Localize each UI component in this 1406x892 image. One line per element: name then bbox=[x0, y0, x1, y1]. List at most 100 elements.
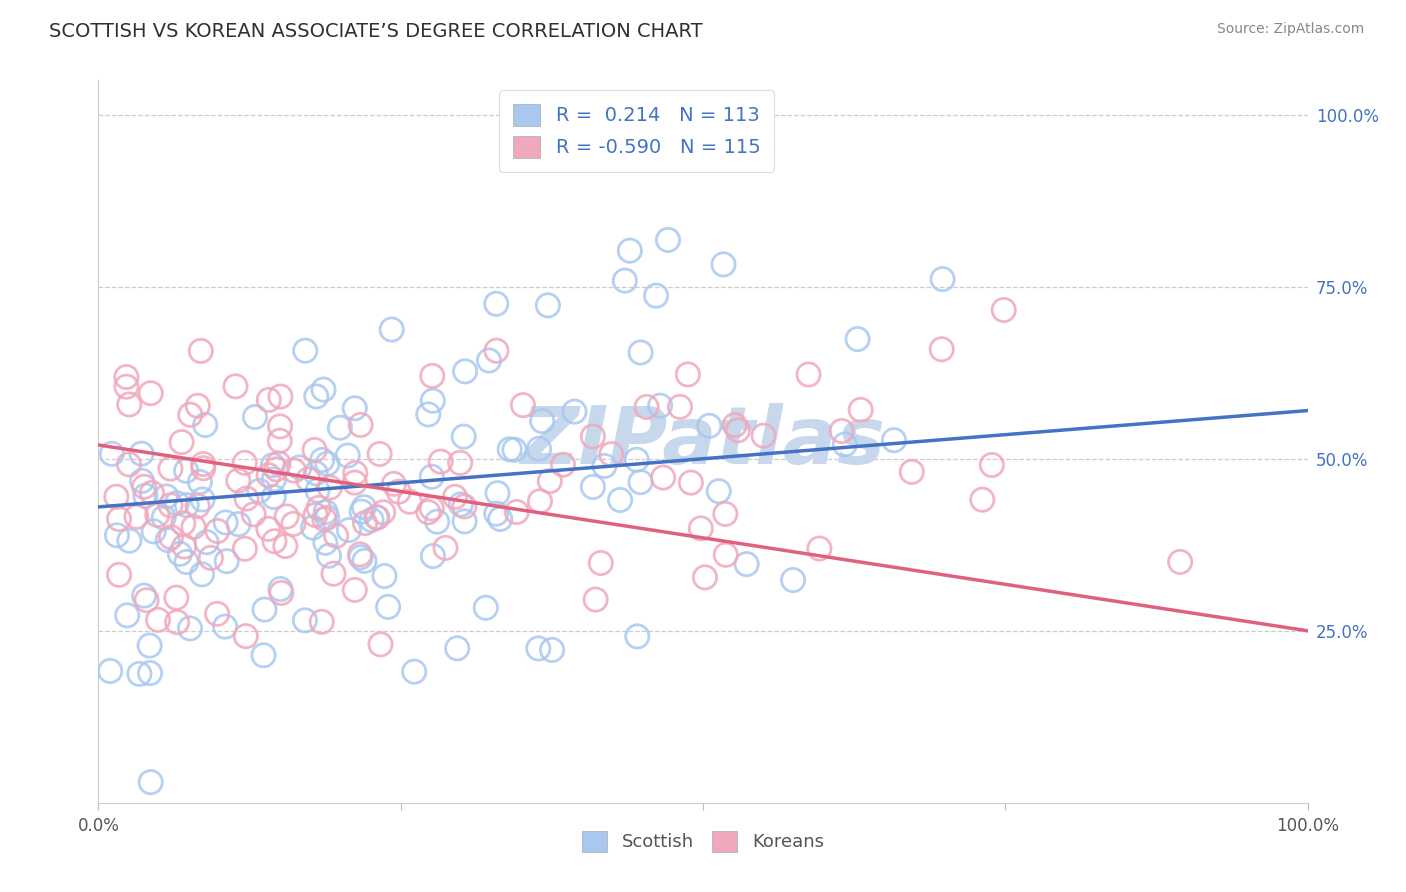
Text: Source: ZipAtlas.com: Source: ZipAtlas.com bbox=[1216, 22, 1364, 37]
Point bbox=[449, 456, 471, 470]
Point bbox=[269, 390, 291, 404]
Point bbox=[316, 510, 339, 524]
Point bbox=[191, 492, 214, 507]
Point bbox=[228, 517, 250, 532]
Point bbox=[142, 524, 165, 539]
Point bbox=[173, 540, 195, 554]
Point bbox=[343, 582, 366, 597]
Point bbox=[190, 343, 212, 358]
Point bbox=[134, 489, 156, 503]
Point bbox=[422, 549, 444, 563]
Point bbox=[233, 541, 256, 556]
Point bbox=[727, 423, 749, 437]
Point bbox=[349, 548, 371, 562]
Point bbox=[714, 507, 737, 521]
Point bbox=[308, 500, 330, 515]
Point bbox=[993, 303, 1015, 318]
Point bbox=[652, 470, 675, 484]
Point bbox=[160, 530, 183, 544]
Point bbox=[679, 475, 702, 490]
Point bbox=[187, 499, 209, 513]
Point bbox=[343, 401, 366, 416]
Point bbox=[139, 666, 162, 681]
Point bbox=[115, 380, 138, 394]
Point bbox=[489, 512, 512, 526]
Point bbox=[453, 429, 475, 443]
Point bbox=[191, 567, 214, 582]
Point bbox=[529, 494, 551, 508]
Point bbox=[131, 474, 153, 488]
Point bbox=[188, 475, 211, 489]
Point bbox=[187, 399, 209, 413]
Point bbox=[735, 557, 758, 571]
Point bbox=[193, 457, 215, 471]
Point bbox=[343, 475, 366, 490]
Point bbox=[782, 573, 804, 587]
Point bbox=[453, 514, 475, 528]
Point bbox=[551, 458, 574, 472]
Point bbox=[270, 586, 292, 600]
Point bbox=[499, 442, 522, 457]
Point bbox=[388, 484, 411, 499]
Point bbox=[314, 535, 336, 549]
Point bbox=[194, 417, 217, 432]
Point bbox=[370, 637, 392, 651]
Point bbox=[697, 418, 720, 433]
Point bbox=[485, 507, 508, 521]
Point bbox=[233, 456, 256, 470]
Point bbox=[724, 418, 747, 433]
Point bbox=[305, 467, 328, 481]
Point bbox=[311, 453, 333, 467]
Point bbox=[353, 500, 375, 515]
Point bbox=[276, 509, 298, 524]
Point bbox=[257, 522, 280, 536]
Point bbox=[377, 599, 399, 614]
Point bbox=[527, 442, 550, 456]
Point bbox=[366, 510, 388, 524]
Point bbox=[426, 515, 449, 529]
Point bbox=[297, 473, 319, 487]
Point bbox=[253, 602, 276, 616]
Point bbox=[834, 437, 856, 451]
Point bbox=[243, 410, 266, 425]
Point bbox=[139, 775, 162, 789]
Point bbox=[152, 510, 174, 524]
Point bbox=[676, 368, 699, 382]
Point bbox=[283, 464, 305, 478]
Point bbox=[316, 457, 339, 471]
Point bbox=[354, 516, 377, 530]
Point bbox=[146, 613, 169, 627]
Point bbox=[128, 666, 150, 681]
Point bbox=[980, 458, 1002, 472]
Point bbox=[626, 452, 648, 467]
Point bbox=[752, 428, 775, 442]
Point bbox=[159, 498, 181, 512]
Point bbox=[714, 548, 737, 562]
Point bbox=[263, 490, 285, 504]
Point bbox=[485, 297, 508, 311]
Point bbox=[808, 541, 831, 556]
Point bbox=[179, 621, 201, 635]
Point bbox=[846, 332, 869, 346]
Point bbox=[1168, 555, 1191, 569]
Point bbox=[135, 593, 157, 607]
Point bbox=[404, 665, 426, 679]
Point bbox=[630, 475, 652, 489]
Point bbox=[900, 465, 922, 479]
Point bbox=[344, 466, 367, 480]
Point bbox=[609, 493, 631, 508]
Point bbox=[307, 483, 329, 498]
Point bbox=[155, 490, 177, 504]
Point bbox=[360, 513, 382, 527]
Point bbox=[831, 424, 853, 438]
Point bbox=[174, 464, 197, 478]
Point bbox=[105, 490, 128, 504]
Point bbox=[329, 421, 352, 435]
Point bbox=[585, 592, 607, 607]
Point bbox=[373, 569, 395, 583]
Point bbox=[454, 364, 477, 378]
Point bbox=[434, 541, 457, 555]
Point bbox=[159, 461, 181, 475]
Point bbox=[247, 483, 270, 498]
Point bbox=[319, 481, 342, 495]
